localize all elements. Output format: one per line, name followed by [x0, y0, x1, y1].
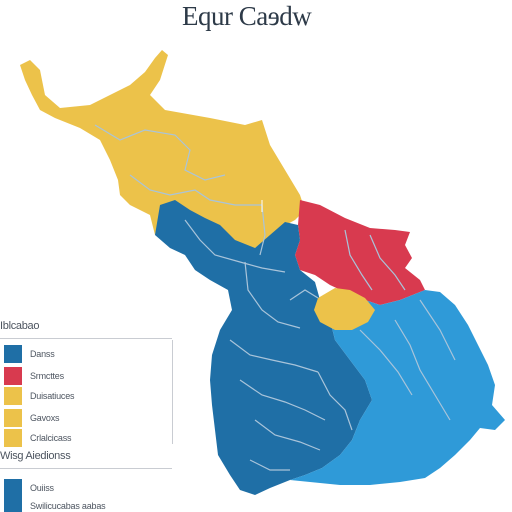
legend-label: Gavoxs	[30, 413, 60, 423]
legend-swatch	[4, 345, 22, 363]
legend-item[interactable]: Crlalcicass	[4, 428, 72, 448]
legend-label: Crlalcicass	[30, 433, 72, 443]
legend-item[interactable]: Duisatiuces	[4, 386, 75, 406]
legend-item[interactable]: Srmcttes	[4, 366, 64, 386]
legend-swatch	[4, 497, 22, 512]
legend-swatch	[4, 387, 22, 405]
region-north-east[interactable]	[295, 200, 425, 305]
legend-label: Swilicucabas aabas	[30, 501, 106, 511]
legend-swatch	[4, 409, 22, 427]
legend-footer: Wisg Aiedionss	[0, 450, 71, 462]
legend-item[interactable]: Ouiiss	[4, 478, 54, 498]
legend-swatch	[4, 367, 22, 385]
legend-box	[0, 340, 173, 444]
legend-item[interactable]: Gavoxs	[4, 408, 60, 428]
region-center-small[interactable]	[314, 288, 375, 330]
legend-divider	[0, 338, 172, 339]
legend-label: Ouiiss	[30, 483, 54, 493]
region-north-west[interactable]	[20, 50, 305, 258]
legend-divider	[0, 468, 172, 469]
legend-label: Duisatiuces	[30, 391, 75, 401]
legend-item[interactable]: Swilicucabas aabas	[4, 496, 106, 512]
legend-label: Srmcttes	[30, 371, 64, 381]
legend-label: Danss	[30, 349, 55, 359]
map-title: Equr Caɘdw	[182, 1, 312, 31]
region-central-west[interactable]	[155, 200, 372, 495]
legend-header: Iblcabao	[0, 320, 40, 332]
district-borders	[94, 124, 456, 471]
region-east[interactable]	[290, 290, 505, 485]
legend-swatch	[4, 479, 22, 497]
legend-item[interactable]: Danss	[4, 344, 55, 364]
legend-swatch	[4, 429, 22, 447]
